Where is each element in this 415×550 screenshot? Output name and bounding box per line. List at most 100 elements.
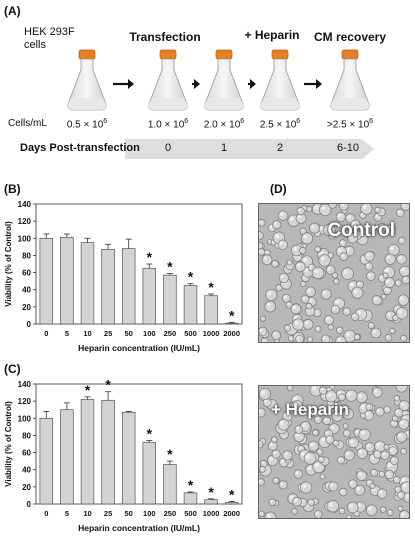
x-tick-label: 100	[143, 509, 156, 518]
significance-marker: *	[147, 249, 153, 265]
plot-frame	[35, 203, 243, 325]
y-tick-label: 100	[18, 234, 32, 243]
density-label-0: 0.5 × 106	[66, 118, 108, 131]
day-label-0: 0	[164, 142, 172, 154]
x-tick-label: 50	[125, 509, 133, 518]
density-label-1: 1.0 × 106	[147, 118, 189, 131]
x-tick-label: 2000	[223, 509, 240, 518]
x-tick-label: 2000	[223, 329, 240, 338]
bar	[204, 499, 218, 505]
y-tick-label: 20	[22, 303, 31, 312]
x-tick-label: 5	[65, 329, 69, 338]
bar	[101, 399, 115, 505]
x-axis-label: Heparin concentration (IU/mL)	[78, 343, 200, 353]
y-tick-label: 80	[22, 431, 31, 440]
micrograph-heparin: + Heparin	[258, 385, 410, 519]
panel-label-b: (B)	[4, 182, 21, 196]
days-timeline-band	[125, 139, 374, 159]
x-tick-label: 10	[83, 329, 91, 338]
significance-marker: *	[208, 279, 214, 295]
y-tick-label: 120	[18, 397, 32, 406]
x-tick-label: 25	[104, 329, 112, 338]
bar	[80, 242, 95, 325]
density-label-4: >2.5 × 106	[326, 118, 374, 131]
workflow-diagram	[67, 49, 374, 159]
y-tick-label: 120	[18, 217, 32, 226]
bar	[183, 285, 198, 325]
arrow-icon	[248, 79, 256, 89]
bar	[121, 411, 136, 505]
bar	[121, 248, 136, 325]
x-tick-label: 0	[44, 509, 48, 518]
bar	[39, 237, 54, 325]
step-title-cm-recovery: CM recovery	[313, 30, 387, 44]
x-tick-label: 250	[164, 329, 177, 338]
step-title-heparin: + Heparin	[244, 28, 300, 42]
y-tick-label: 60	[22, 449, 31, 458]
x-tick-label: 25	[104, 509, 112, 518]
bar	[101, 249, 115, 325]
bar	[60, 409, 74, 505]
micrograph-heparin-label: + Heparin	[271, 400, 349, 419]
y-tick-label: 20	[22, 483, 31, 492]
micrograph-control: Control	[258, 203, 410, 343]
days-post-transfection-label: Days Post-transfection	[20, 142, 140, 154]
x-axis-label: Heparin concentration (IU/mL)	[78, 523, 200, 533]
viability-chart-b: 0 20 40 60 80 100 120 140 0 5 10 25 50 * 100 * 250 * 500 * 1…	[4, 200, 243, 353]
density-label-3: 2.5 × 106	[259, 118, 301, 131]
step-title-transfection: Transfection	[129, 30, 201, 44]
y-tick-label: 140	[18, 380, 32, 389]
flask-icon	[330, 49, 370, 111]
day-label-1: 1	[220, 142, 228, 154]
viability-chart-c: 0 20 40 60 80 100 120 140 0 5 * 10 * 25 50 * 100 * 250 * 500…	[4, 377, 243, 533]
flask-icon	[204, 49, 244, 111]
y-tick-label: 80	[22, 251, 31, 260]
significance-marker: *	[167, 446, 173, 462]
significance-marker: *	[229, 307, 235, 323]
x-tick-label: 5	[65, 509, 69, 518]
arrow-icon	[192, 79, 200, 89]
x-tick-label: 50	[125, 329, 133, 338]
bar	[39, 417, 54, 505]
start-cells-label: HEK 293F cells	[24, 26, 75, 51]
bar	[142, 441, 157, 505]
x-tick-label: 1000	[203, 329, 220, 338]
day-label-2: 2	[276, 142, 284, 154]
panel-label-d: (D)	[270, 182, 287, 196]
arrow-icon	[304, 79, 322, 89]
x-tick-label: 500	[184, 509, 197, 518]
bar	[204, 295, 218, 325]
x-tick-label: 10	[83, 509, 91, 518]
x-tick-label: 1000	[203, 509, 220, 518]
significance-marker: *	[147, 426, 153, 442]
y-tick-label: 0	[27, 500, 32, 509]
y-tick-label: 40	[22, 466, 31, 475]
y-tick-label: 140	[18, 200, 32, 209]
bar	[142, 267, 157, 325]
micrograph-control-label: Control	[327, 220, 395, 241]
bar	[183, 492, 198, 505]
significance-marker: *	[188, 477, 194, 493]
significance-marker: *	[188, 269, 194, 285]
bar	[163, 464, 177, 505]
flask-icon	[67, 49, 107, 111]
significance-marker: *	[85, 382, 91, 398]
bar	[224, 501, 239, 505]
significance-marker: *	[208, 484, 214, 500]
flask-icon	[148, 49, 188, 111]
x-tick-label: 0	[44, 329, 48, 338]
x-tick-label: 250	[164, 509, 177, 518]
bar	[60, 237, 74, 325]
significance-marker: *	[105, 377, 111, 393]
y-tick-label: 0	[27, 320, 32, 329]
significance-marker: *	[229, 486, 235, 502]
y-tick-label: 60	[22, 269, 31, 278]
y-tick-label: 100	[18, 414, 32, 423]
panel-label-a: (A)	[4, 4, 21, 18]
day-label-3: 6-10	[336, 142, 360, 154]
density-label-2: 2.0 × 106	[203, 118, 245, 131]
plot-frame	[35, 383, 243, 505]
y-tick-label: 40	[22, 286, 31, 295]
y-axis-label: Viability (% of Control)	[4, 221, 13, 307]
x-tick-label: 500	[184, 329, 197, 338]
